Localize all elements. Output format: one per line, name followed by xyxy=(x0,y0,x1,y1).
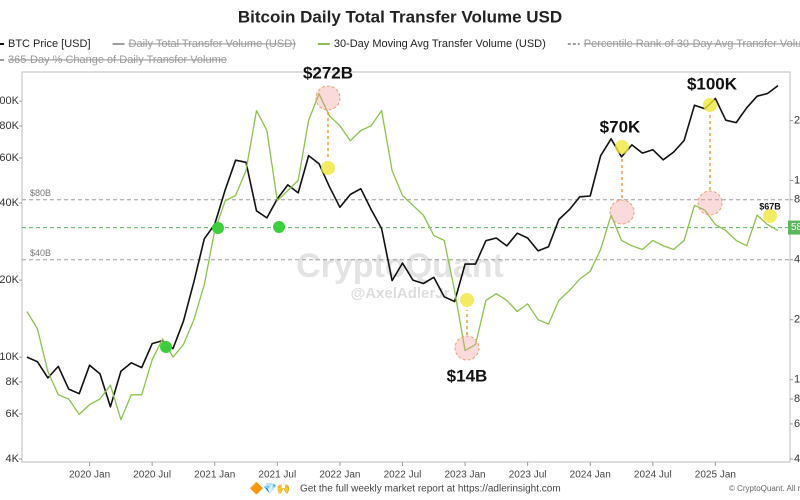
x-tick-label: 2020 Jul xyxy=(133,470,171,481)
signal-dot xyxy=(212,222,224,234)
signal-dot xyxy=(273,221,285,233)
y-tick-label: 4K xyxy=(6,453,20,465)
y-tick-label: 40K xyxy=(0,197,20,209)
y-tick-label: 100K xyxy=(0,95,20,107)
legend-label: 30-Day Moving Avg Transfer Volume (USD) xyxy=(334,38,546,50)
annotation: $272B xyxy=(303,63,353,82)
highlight-circle xyxy=(697,190,723,216)
legend-label: Percentile Rank of 30-Day Avg Transfer V… xyxy=(584,38,800,50)
y-tick-label: 6K xyxy=(6,408,20,420)
y2-tick-label: 40B xyxy=(794,254,800,266)
legend: BTC Price [USD] Daily Total Transfer Volu… xyxy=(0,38,800,66)
reference-label: $80B xyxy=(30,188,51,198)
series-line xyxy=(26,84,779,408)
annotation: $100K xyxy=(687,74,738,93)
x-tick-label: 2022 Jul xyxy=(384,470,422,481)
y2-tick-label: 8B xyxy=(794,393,800,405)
y2-tick-label: 6B xyxy=(794,418,800,430)
y2-tick-label: 100B xyxy=(794,174,800,186)
y2-tick-label: 80B xyxy=(794,194,800,206)
x-tick-label: 2021 Jan xyxy=(194,470,235,481)
y2-tick-label: 200B xyxy=(794,114,800,126)
copyright: © CryptoQuant. All righ xyxy=(729,484,800,493)
highlight-dot xyxy=(460,293,474,307)
y-tick-label: 20K xyxy=(0,274,20,286)
legend-label: Daily Total Transfer Volume (USD) xyxy=(129,38,296,50)
x-tick-label: 2024 Jan xyxy=(570,470,611,481)
footer-text: Get the full weekly market report at htt… xyxy=(300,484,561,495)
x-tick-label: 2023 Jul xyxy=(509,470,547,481)
x-tick-label: 2024 Jul xyxy=(634,470,672,481)
x-tick-label: 2021 Jul xyxy=(258,470,296,481)
signal-dot xyxy=(160,341,172,353)
watermark: @AxelAdlerJr xyxy=(351,285,450,302)
reference-badge xyxy=(788,220,800,235)
y-tick-label: 10K xyxy=(0,351,20,363)
y-tick-label: 8K xyxy=(6,376,20,388)
legend-label: BTC Price [USD] xyxy=(8,38,91,50)
reference-label: $40B xyxy=(30,248,51,258)
highlight-dot xyxy=(615,140,629,154)
y-tick-label: 80K xyxy=(0,120,20,132)
annotation: $14B xyxy=(447,366,488,385)
x-tick-label: 2022 Jan xyxy=(319,470,360,481)
chart-title: Bitcoin Daily Total Transfer Volume USD xyxy=(238,7,562,26)
reference-label: 58 xyxy=(791,222,800,233)
y2-tick-label: 4B xyxy=(794,453,800,465)
highlight-circle xyxy=(609,199,635,225)
highlight-dot xyxy=(321,161,335,175)
highlight-circle xyxy=(315,85,341,111)
plot-frame xyxy=(21,71,791,463)
footer-icons: 🔶💎🙌 xyxy=(249,482,290,495)
y2-tick-label: 20B xyxy=(794,314,800,326)
highlight-dot xyxy=(763,209,777,223)
x-tick-label: 2025 Jan xyxy=(695,470,736,481)
series-line xyxy=(26,93,779,421)
annotation: $67B xyxy=(759,201,781,211)
x-tick-label: 2020 Jan xyxy=(69,470,110,481)
x-tick-label: 2023 Jan xyxy=(444,470,485,481)
highlight-circle xyxy=(454,335,480,361)
y2-tick-label: 10B xyxy=(794,374,800,386)
highlight-dot xyxy=(703,98,717,112)
annotation: $70K xyxy=(600,117,641,136)
y-tick-label: 60K xyxy=(0,152,20,164)
legend-label: 365-Day % Change of Daily Transfer Volum… xyxy=(8,54,227,66)
highlights xyxy=(160,85,777,361)
